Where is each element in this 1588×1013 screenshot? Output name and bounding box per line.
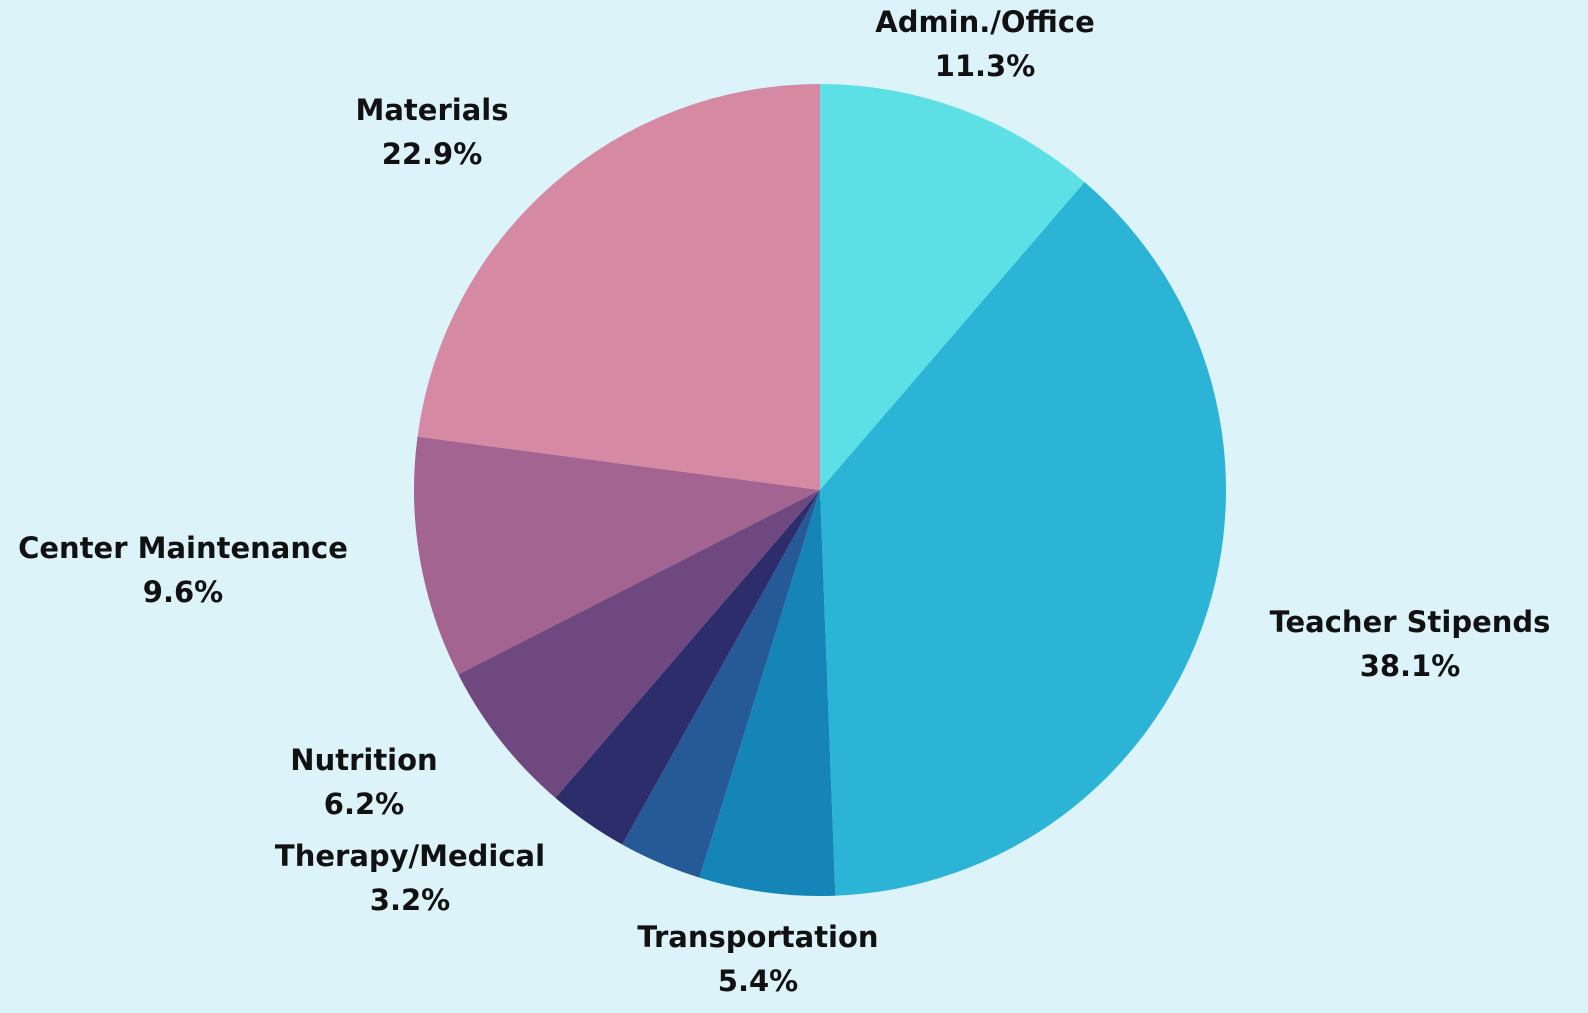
slice-label: Admin./Office — [875, 5, 1094, 39]
slice-label: Materials — [356, 93, 509, 127]
value-label: 22.9% — [382, 137, 483, 171]
pie-slice — [458, 490, 820, 798]
slice-label: Center Maintenance — [18, 531, 348, 565]
pie-slice — [555, 490, 820, 845]
slice-label: Teacher Stipends — [1270, 605, 1551, 639]
pie-slice — [699, 490, 836, 897]
pie-slice — [820, 84, 1085, 490]
value-label: 9.6% — [143, 575, 223, 609]
value-label: 38.1% — [1360, 649, 1461, 683]
slice-label: Therapy/Medical — [275, 839, 545, 873]
value-label: 5.4% — [718, 964, 798, 998]
value-label: 6.2% — [324, 787, 404, 821]
pie-slice — [417, 84, 820, 490]
slice-label: Transportation — [637, 920, 878, 954]
pie-slice — [622, 490, 820, 878]
pie-slice — [413, 436, 820, 675]
slice-label: Nutrition — [290, 743, 437, 777]
value-label: 3.2% — [370, 883, 450, 917]
pie-slice — [820, 182, 1226, 896]
value-label: 11.3% — [935, 49, 1036, 83]
